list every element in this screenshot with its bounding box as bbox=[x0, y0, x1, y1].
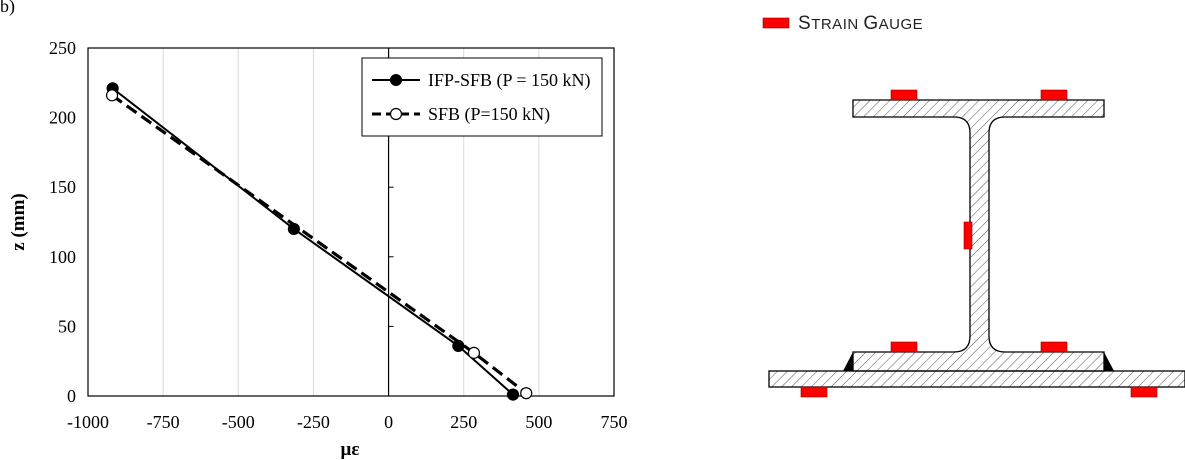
y-axis-label: z (mm) bbox=[8, 193, 29, 251]
y-tick-labels: 0 50 100 150 200 250 bbox=[49, 38, 76, 406]
x-axis-label: με bbox=[341, 439, 360, 460]
strain-gauge-legend-label-small-2: AUGE bbox=[879, 16, 924, 33]
strain-gauge-top-right bbox=[1040, 89, 1068, 101]
y-tick-label: 150 bbox=[49, 177, 76, 197]
x-tick-label: -750 bbox=[147, 412, 180, 432]
strain-gauge-top-left bbox=[890, 89, 918, 101]
data-point-ifp-sfb bbox=[287, 222, 300, 236]
y-tick-label: 100 bbox=[49, 247, 76, 267]
strain-gauge-legend-label-small: TRAIN bbox=[811, 16, 863, 33]
plot-area-frame bbox=[87, 47, 615, 397]
weld-left bbox=[843, 352, 853, 371]
legend-marker-ifp-sfb bbox=[390, 74, 402, 86]
weld-right bbox=[1104, 352, 1114, 371]
legend-label-ifp-sfb: IFP-SFB (P = 150 kN) bbox=[428, 70, 591, 91]
y-tick-label: 200 bbox=[49, 108, 76, 128]
strain-gauge-plate-right bbox=[1130, 386, 1158, 398]
x-tick-label: -500 bbox=[222, 412, 255, 432]
legend: IFP-SFB (P = 150 kN) SFB (P=150 kN) bbox=[361, 57, 603, 137]
data-point-sfb bbox=[105, 89, 119, 102]
base-plate bbox=[768, 370, 1185, 388]
x-tick-label: -1000 bbox=[67, 412, 109, 432]
x-tick-label: 500 bbox=[525, 412, 552, 432]
y-tick-label: 250 bbox=[49, 38, 76, 58]
strain-gauge-legend-label: STRAIN GAUGE bbox=[798, 13, 923, 34]
data-point-sfb bbox=[467, 346, 481, 359]
x-tick-label: 250 bbox=[450, 412, 477, 432]
legend-box bbox=[361, 57, 603, 137]
strain-gauge-bottom-flange-left bbox=[890, 341, 918, 353]
series-line-sfb bbox=[111, 94, 528, 395]
series-layer bbox=[105, 82, 533, 401]
chart: -1000 -750 -500 -250 0 250 500 750 0 50 100 150 200… bbox=[8, 38, 628, 460]
x-tick-label: 750 bbox=[601, 412, 628, 432]
strain-gauge-plate-left bbox=[800, 386, 828, 398]
x-tick-label: -250 bbox=[297, 412, 330, 432]
data-point-ifp-sfb bbox=[452, 339, 465, 352]
cross-section-diagram: STRAIN GAUGE bbox=[762, 13, 1185, 398]
data-point-ifp-sfb bbox=[506, 388, 520, 401]
legend-label-sfb: SFB (P=150 kN) bbox=[428, 104, 550, 125]
y-tick-label: 0 bbox=[67, 386, 76, 406]
x-tick-labels: -1000 -750 -500 -250 0 250 500 750 bbox=[67, 412, 628, 432]
strain-gauge-bottom-flange-right bbox=[1040, 341, 1068, 353]
y-tick-label: 50 bbox=[58, 316, 76, 336]
data-point-sfb bbox=[520, 387, 533, 400]
strain-gauge-legend-swatch bbox=[762, 17, 790, 29]
i-beam-section bbox=[852, 99, 1105, 372]
x-tick-label: 0 bbox=[384, 412, 393, 432]
panel-label: b) bbox=[0, 0, 15, 17]
legend-marker-sfb bbox=[389, 107, 403, 121]
strain-gauge-web bbox=[963, 221, 973, 250]
